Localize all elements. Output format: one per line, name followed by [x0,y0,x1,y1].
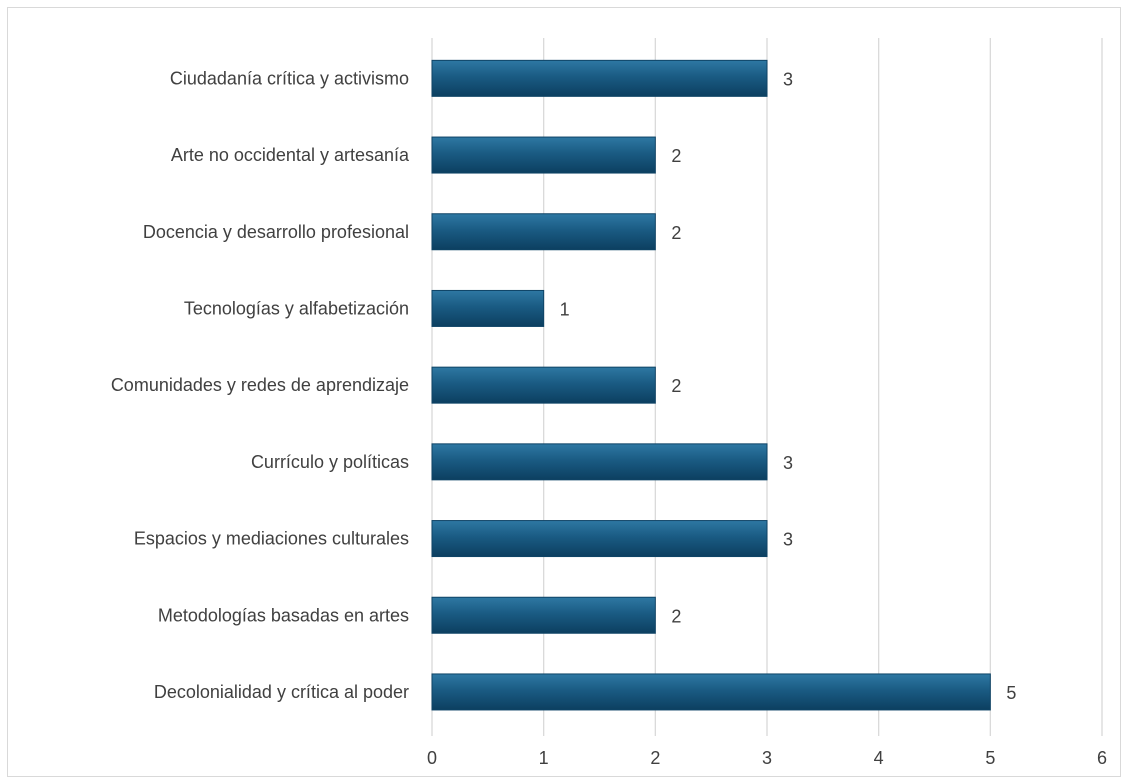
bars [431,59,991,711]
data-label-2: 2 [671,223,681,243]
category-label-8: Decolonialidad y crítica al poder [154,682,409,702]
x-tick-label-5: 5 [985,748,995,768]
data-label-0: 3 [783,69,793,89]
x-tick-label-6: 6 [1097,748,1107,768]
category-label-1: Arte no occidental y artesanía [171,145,410,165]
data-label-4: 2 [671,376,681,396]
bar-7 [431,596,656,634]
data-label-5: 3 [783,453,793,473]
category-label-0: Ciudadanía crítica y activismo [170,68,409,88]
x-tick-label-2: 2 [650,748,660,768]
x-tick-label-1: 1 [539,748,549,768]
data-label-6: 3 [783,530,793,550]
bar-4 [431,366,656,404]
category-label-2: Docencia y desarrollo profesional [143,222,409,242]
data-label-8: 5 [1006,683,1016,703]
bar-8 [431,673,991,711]
x-tick-label-4: 4 [874,748,884,768]
x-tick-label-3: 3 [762,748,772,768]
category-label-3: Tecnologías y alfabetización [184,298,409,318]
category-label-7: Metodologías basadas en artes [158,605,409,625]
labels: 0 1 2 3 4 5 6 Ciudadanía crítica y activismo 3 Ar… [111,68,1107,768]
bar-5 [431,443,768,481]
bar-6 [431,520,768,558]
category-label-6: Espacios y mediaciones culturales [134,529,409,549]
bar-2 [431,213,656,251]
data-label-1: 2 [671,146,681,166]
data-label-7: 2 [671,606,681,626]
chart-frame: 0 1 2 3 4 5 6 Ciudadanía crítica y activismo 3 Ar… [7,7,1121,777]
bar-3 [431,289,545,327]
bar-chart: 0 1 2 3 4 5 6 Ciudadanía crítica y activismo 3 Ar… [111,38,1107,768]
category-label-5: Currículo y políticas [251,452,409,472]
x-tick-label-0: 0 [427,748,437,768]
bar-1 [431,136,656,174]
data-label-3: 1 [560,299,570,319]
category-label-4: Comunidades y redes de aprendizaje [111,375,409,395]
bar-0 [431,59,768,97]
